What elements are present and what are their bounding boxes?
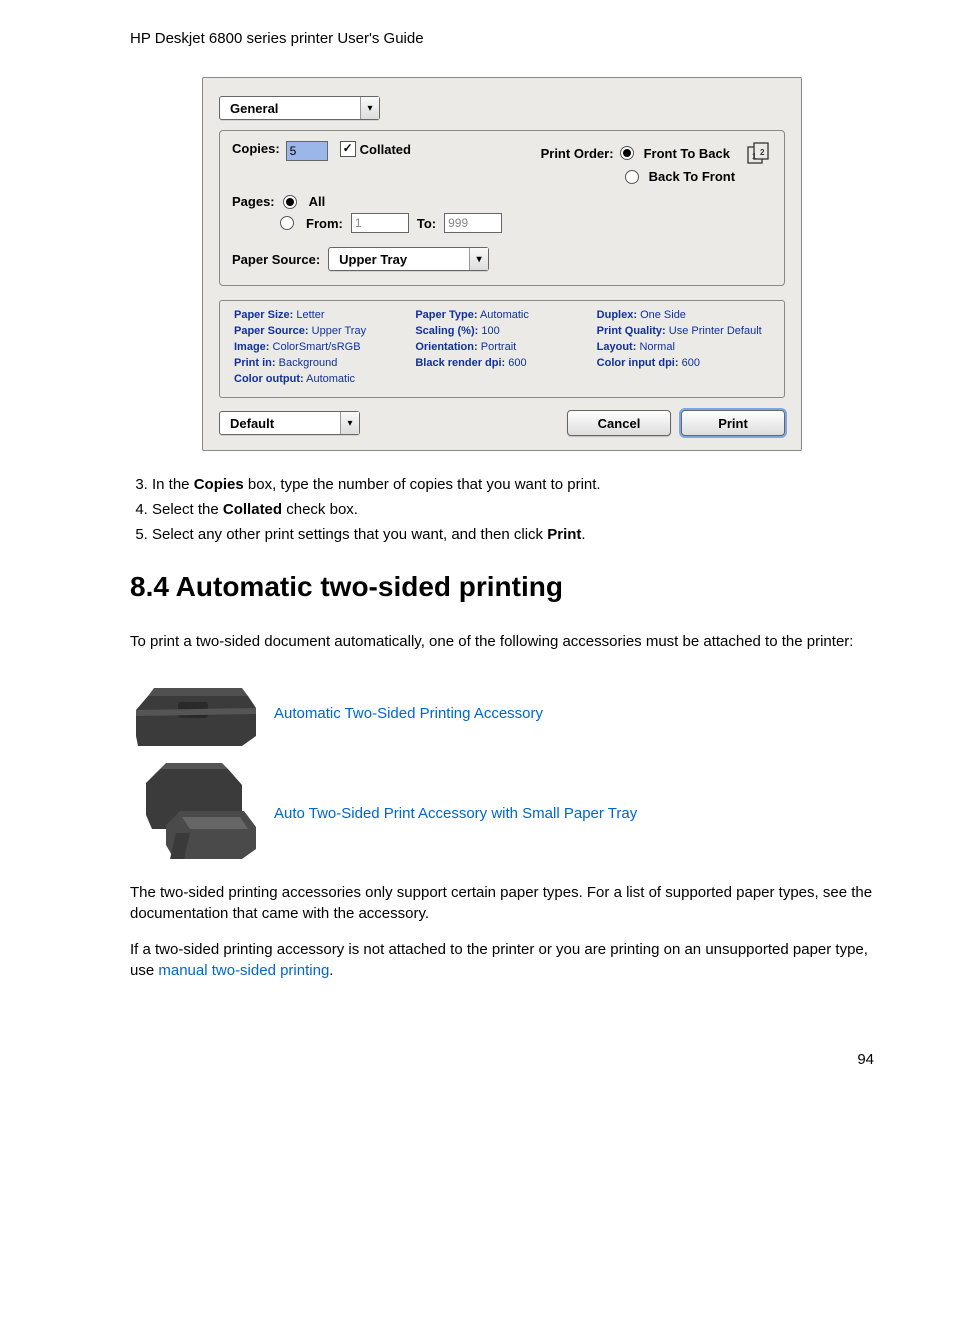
sum-black-dpi-v: 600 <box>508 357 526 369</box>
svg-text:1: 1 <box>752 152 757 161</box>
pages-from-radio[interactable] <box>280 216 294 230</box>
cancel-button[interactable]: Cancel <box>567 410 671 436</box>
pages-all-radio[interactable] <box>283 195 297 209</box>
sum-print-quality-k: Print Quality: <box>597 325 666 337</box>
pages-to-input[interactable]: 999 <box>444 213 502 233</box>
page-header: HP Deskjet 6800 series printer User's Gu… <box>130 30 874 47</box>
sum-paper-source-k: Paper Source: <box>234 325 309 337</box>
collated-label: Collated <box>360 142 411 157</box>
sum-color-output-k: Color output: <box>234 373 304 385</box>
sum-orientation-k: Orientation: <box>415 341 477 353</box>
sum-paper-type-v: Automatic <box>480 309 529 321</box>
copies-input[interactable]: 5 <box>286 141 328 161</box>
pages-to-label: To: <box>417 216 436 231</box>
paper-source-value: Upper Tray <box>329 252 469 267</box>
panel-select[interactable]: General ▾ <box>219 96 380 120</box>
chevron-updown-icon: ▾ <box>340 412 359 434</box>
manual-printing-link[interactable]: manual two-sided printing <box>158 962 329 979</box>
pages-from-input[interactable]: 1 <box>351 213 409 233</box>
pages-label: Pages: <box>232 194 275 209</box>
accessory-2-link[interactable]: Auto Two-Sided Print Accessory with Smal… <box>274 803 637 824</box>
sum-layout-v: Normal <box>639 341 674 353</box>
sum-duplex-v: One Side <box>640 309 686 321</box>
default-label: Default <box>220 416 340 431</box>
pages-from-label: From: <box>306 216 343 231</box>
front-to-back-radio[interactable] <box>620 146 634 160</box>
sum-color-output-v: Automatic <box>306 373 355 385</box>
options-group: Copies: 5 ✓ Collated Print Order: Front … <box>219 130 785 286</box>
print-dialog: General ▾ Copies: 5 ✓ Collated Print Ord… <box>202 77 802 451</box>
copies-label: Copies: <box>232 141 280 156</box>
sum-orientation-v: Portrait <box>481 341 516 353</box>
accessory-2: Auto Two-Sided Print Accessory with Smal… <box>130 774 874 852</box>
collate-icon: 1 2 <box>746 141 772 165</box>
duplexer-icon <box>130 674 260 752</box>
sum-paper-type-k: Paper Type: <box>415 309 477 321</box>
paper-source-label: Paper Source: <box>232 252 320 267</box>
print-button[interactable]: Print <box>681 410 785 436</box>
sum-color-dpi-k: Color input dpi: <box>597 357 679 369</box>
back-to-front-radio[interactable] <box>625 170 639 184</box>
accessory-1-link[interactable]: Automatic Two-Sided Printing Accessory <box>274 703 543 724</box>
page-number: 94 <box>130 1051 874 1068</box>
sum-print-quality-v: Use Printer Default <box>669 325 762 337</box>
panel-select-label: General <box>220 101 360 116</box>
sum-image-v: ColorSmart/sRGB <box>273 341 361 353</box>
sum-image-k: Image: <box>234 341 269 353</box>
sum-scaling-v: 100 <box>481 325 499 337</box>
paragraph-3: If a two-sided printing accessory is not… <box>130 939 874 981</box>
steps-list: In the Copies box, type the number of co… <box>130 476 874 543</box>
step-4: Select the Collated check box. <box>152 501 874 518</box>
sum-paper-size-k: Paper Size: <box>234 309 293 321</box>
sum-black-dpi-k: Black render dpi: <box>415 357 505 369</box>
collated-checkbox[interactable]: ✓ <box>340 141 356 157</box>
sum-print-in-k: Print in: <box>234 357 276 369</box>
intro-paragraph: To print a two-sided document automatica… <box>130 631 874 652</box>
paper-source-select[interactable]: Upper Tray ▾ <box>328 247 489 271</box>
summary-box: Paper Size: Letter Paper Type: Automatic… <box>219 300 785 398</box>
default-select[interactable]: Default ▾ <box>219 411 360 435</box>
step-5: Select any other print settings that you… <box>152 526 874 543</box>
sum-color-dpi-v: 600 <box>682 357 700 369</box>
chevron-updown-icon: ▾ <box>360 97 379 119</box>
print-order-label: Print Order: <box>541 146 614 161</box>
accessory-1: Automatic Two-Sided Printing Accessory <box>130 674 874 752</box>
sum-duplex-k: Duplex: <box>597 309 637 321</box>
back-to-front-label: Back To Front <box>649 169 735 184</box>
section-heading: 8.4 Automatic two-sided printing <box>130 571 874 603</box>
sum-scaling-k: Scaling (%): <box>415 325 478 337</box>
svg-text:2: 2 <box>760 148 765 157</box>
pages-all-label: All <box>309 194 326 209</box>
paragraph-2: The two-sided printing accessories only … <box>130 882 874 924</box>
front-to-back-label: Front To Back <box>644 146 730 161</box>
chevron-updown-icon: ▾ <box>469 248 488 270</box>
step-3: In the Copies box, type the number of co… <box>152 476 874 493</box>
sum-paper-source-v: Upper Tray <box>312 325 366 337</box>
sum-layout-k: Layout: <box>597 341 637 353</box>
sum-print-in-v: Background <box>279 357 338 369</box>
duplexer-tray-icon <box>130 774 260 852</box>
sum-paper-size-v: Letter <box>296 309 324 321</box>
